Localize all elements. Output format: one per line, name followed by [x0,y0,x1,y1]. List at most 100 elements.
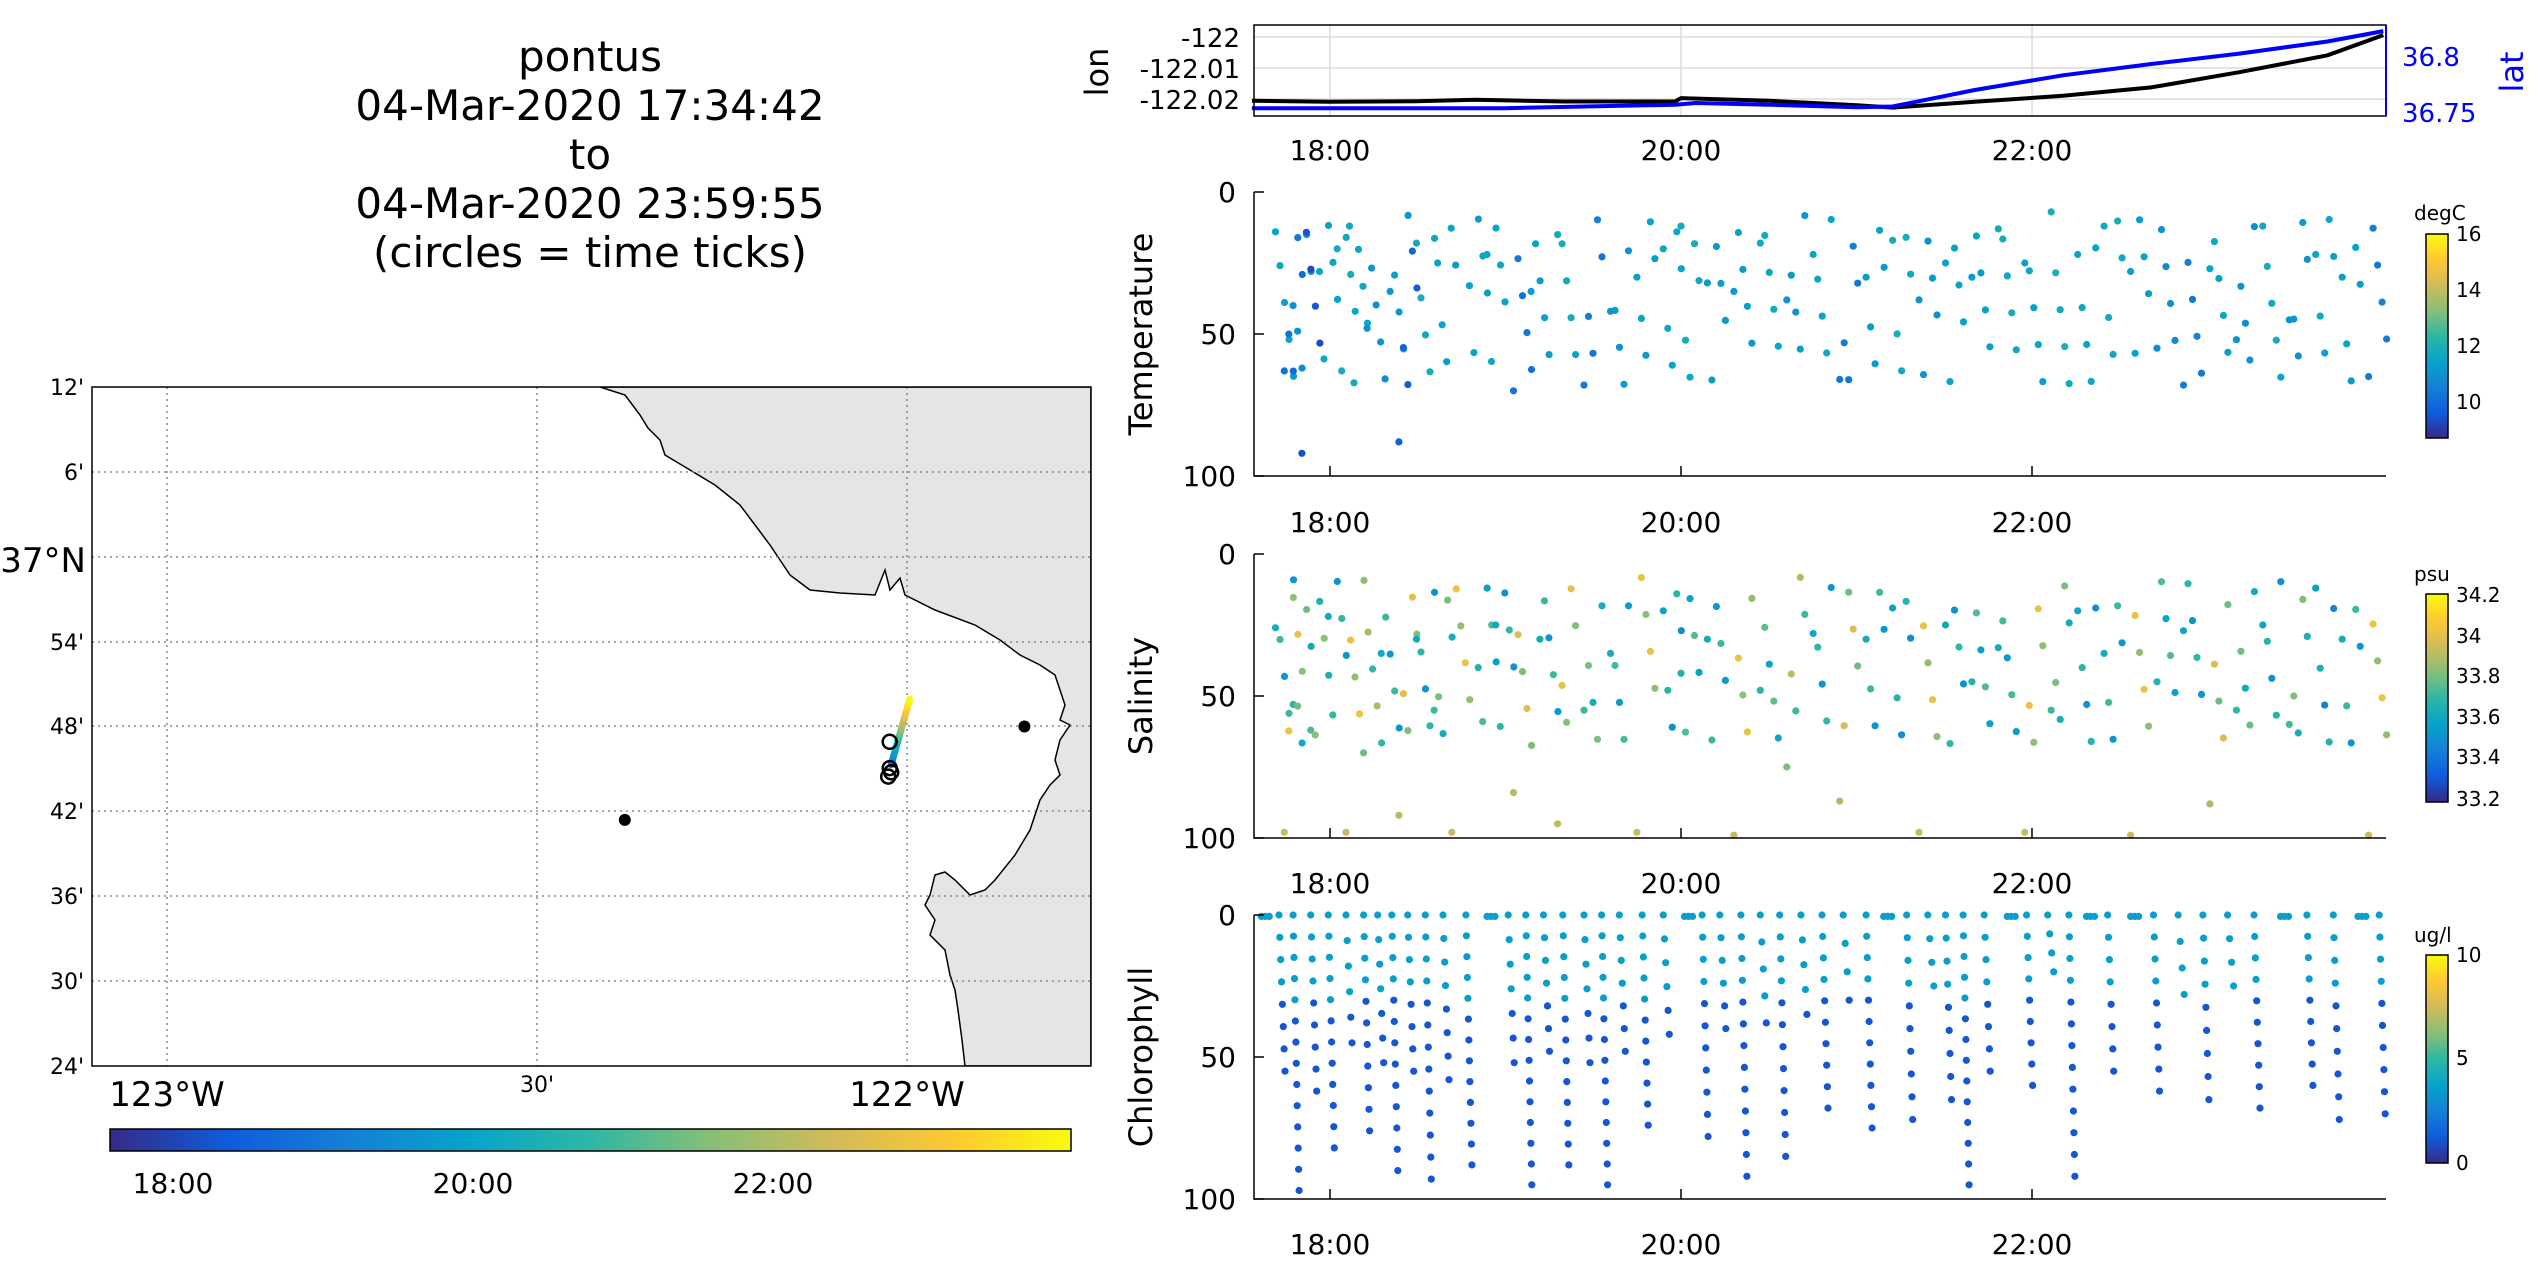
data-point [1600,1035,1608,1044]
x-tick-label: 22:00 [1992,1228,2073,1261]
data-point [1378,1009,1386,1018]
data-point [1603,1139,1611,1147]
data-point [2065,380,2073,388]
data-point [2078,304,2086,312]
data-point [2021,828,2029,836]
data-point [2215,274,2223,283]
data-point [1673,228,1681,236]
data-point [2039,378,2047,386]
data-point [1507,985,1515,993]
data-point [2381,1110,2389,1118]
data-point [1980,911,1988,919]
data-point [1778,999,1786,1007]
data-point [1642,610,1650,619]
data-point [2047,706,2055,714]
data-point [2184,258,2192,266]
data-point [2224,911,2232,919]
data-point [2380,1088,2389,1096]
data-point [2109,1045,2117,1053]
data-point [1946,378,1954,386]
data-point [1598,911,1606,919]
data-point [1380,1059,1388,1067]
data-point [1355,710,1364,718]
data-point [2277,578,2285,586]
data-point [1375,936,1383,944]
data-point [1392,1081,1400,1089]
data-point [1310,999,1318,1007]
data-point [1928,274,1937,282]
data-point [1448,828,1456,836]
data-point [1307,642,1315,651]
data-point [1582,960,1590,968]
data-point [1620,1025,1628,1033]
data-point [1646,647,1654,656]
data-point [2105,956,2113,964]
data-point [1271,624,1280,632]
data-point [1523,973,1531,981]
data-point [1365,1105,1373,1113]
data-point [2152,999,2161,1007]
data-point [2039,642,2047,650]
data-point [1668,723,1676,731]
data-point [2226,935,2234,943]
title-line: 04-Mar-2020 23:59:55 [355,179,825,228]
data-point [1310,1021,1319,1029]
data-point [1862,635,1870,643]
data-point [1363,1040,1371,1049]
x-tick-label: 22:00 [1992,506,2073,539]
data-point [1307,726,1315,734]
data-point [2152,977,2160,985]
data-point [1364,628,1372,636]
data-point [1778,1021,1786,1029]
data-point [2179,627,2188,635]
data-point [1554,231,1562,239]
data-point [1792,308,1800,316]
data-point [1424,1043,1432,1051]
data-point [1734,654,1742,662]
data-point [2197,369,2206,377]
data-point [1943,957,1951,965]
data-point [1611,306,1619,314]
data-point [1944,1003,1953,1011]
data-point [1765,268,1773,276]
data-point [1466,696,1474,704]
data-point [1722,1025,1730,1033]
data-point [2090,912,2099,921]
data-point [1871,360,1879,368]
data-point [1867,1103,1876,1111]
data-point [2232,336,2240,344]
data-point [1326,974,1334,983]
data-point [1898,367,1906,375]
data-point [2178,964,2186,972]
data-point [1277,978,1286,986]
data-point [2140,253,2148,261]
lat-tick-label: 42' [50,800,84,825]
data-point [1372,301,1380,309]
data-point [1941,259,1950,267]
colorbar-tick-label: 0 [2456,1151,2469,1175]
data-point [1346,988,1354,996]
data-point [2343,702,2351,710]
data-point [1933,733,1941,741]
data-point [2378,298,2386,306]
data-point [2312,584,2320,592]
data-point [1559,932,1567,940]
data-point [1983,978,1991,986]
data-point [1677,669,1685,677]
data-point [2024,954,2032,962]
data-point [1467,1140,1475,1148]
data-point [1408,1023,1416,1031]
data-point [2153,678,2161,686]
data-point [1532,240,1540,248]
data-point [2250,911,2258,919]
data-point [1959,318,1968,326]
data-point [2237,647,2245,655]
y-tick-label: 0 [1218,538,1236,571]
data-point [1598,602,1606,610]
data-point [1298,449,1306,457]
data-point [2179,381,2188,389]
data-point [2153,1021,2161,1029]
data-point [1818,911,1826,919]
data-point [1278,1000,1286,1008]
data-point [2034,605,2042,613]
